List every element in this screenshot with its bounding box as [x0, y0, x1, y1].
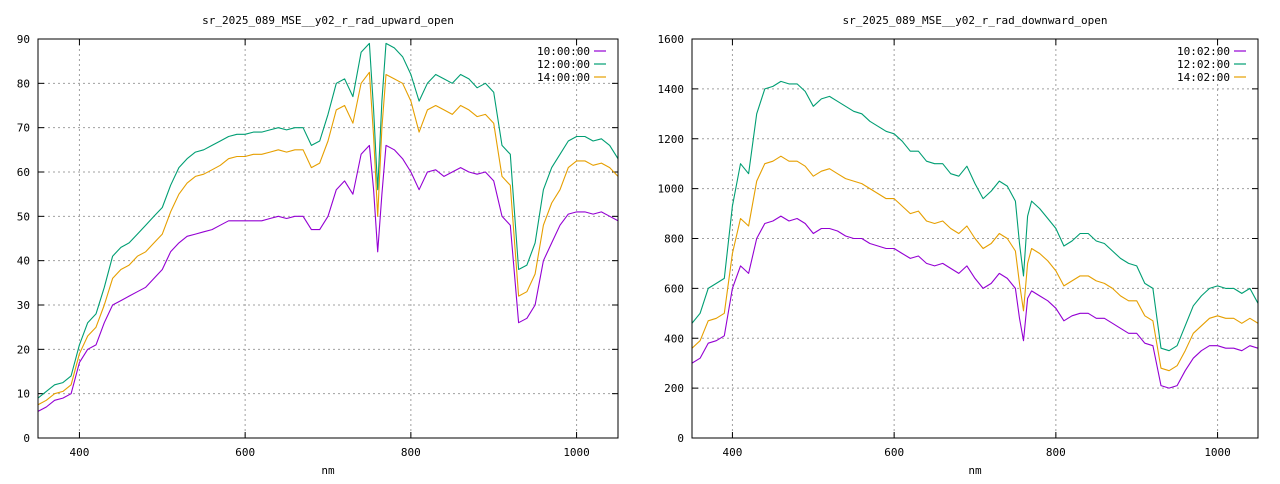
y-tick-label: 50 [17, 210, 30, 223]
x-tick-label: 600 [235, 446, 255, 459]
series-line-1 [38, 144, 618, 412]
y-tick-label: 20 [17, 343, 30, 356]
x-tick-label: 400 [69, 446, 89, 459]
y-tick-label: 600 [664, 282, 684, 295]
x-tick-label: 1000 [1204, 446, 1231, 459]
x-tick-label: 800 [401, 446, 421, 459]
y-tick-label: 30 [17, 299, 30, 312]
y-tick-label: 800 [664, 233, 684, 246]
x-axis-label: nm [968, 464, 982, 477]
y-tick-label: 1000 [658, 183, 685, 196]
x-tick-label: 1000 [563, 446, 590, 459]
y-tick-label: 1400 [658, 83, 685, 96]
y-tick-label: 400 [664, 332, 684, 345]
y-tick-label: 0 [677, 432, 684, 445]
legend-label: 10:02:00 [1177, 45, 1230, 58]
y-tick-label: 1200 [658, 133, 685, 146]
series-line-3 [38, 71, 618, 406]
chart-title: sr_2025_089_MSE__y02_r_rad_downward_open [843, 14, 1108, 27]
y-tick-label: 200 [664, 382, 684, 395]
x-tick-label: 600 [884, 446, 904, 459]
legend-label: 10:00:00 [537, 45, 590, 58]
legend-label: 12:00:00 [537, 58, 590, 71]
series-line-2 [692, 80, 1258, 352]
y-tick-label: 90 [17, 33, 30, 46]
y-tick-label: 40 [17, 255, 30, 268]
y-tick-label: 1600 [658, 33, 685, 46]
y-tick-label: 0 [23, 432, 30, 445]
series-line-3 [692, 155, 1258, 372]
series-line-1 [692, 215, 1258, 389]
y-tick-label: 70 [17, 122, 30, 135]
chart-title: sr_2025_089_MSE__y02_r_rad_upward_open [202, 14, 454, 27]
y-tick-label: 10 [17, 388, 30, 401]
x-axis-label: nm [321, 464, 335, 477]
legend-label: 12:02:00 [1177, 58, 1230, 71]
y-tick-label: 80 [17, 77, 30, 90]
chart-panel-1: sr_2025_089_MSE__y02_r_rad_upward_open 0 1… [17, 14, 619, 477]
y-tick-label: 60 [17, 166, 30, 179]
legend-label: 14:00:00 [537, 71, 590, 84]
x-tick-label: 400 [722, 446, 742, 459]
plot-frame [691, 38, 1259, 439]
series-line-2 [38, 42, 618, 399]
chart-panel-2: sr_2025_089_MSE__y02_r_rad_downward_open… [658, 14, 1259, 477]
legend-label: 14:02:00 [1177, 71, 1230, 84]
plot-frame [37, 38, 619, 439]
x-tick-label: 800 [1046, 446, 1066, 459]
